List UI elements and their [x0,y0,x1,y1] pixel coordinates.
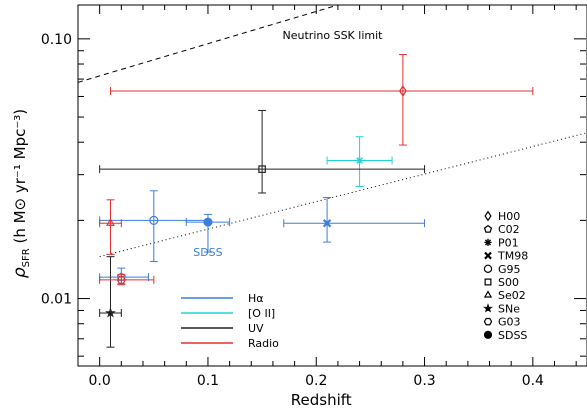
y-label-sub: SFR [21,248,32,267]
y-axis-label: ρSFR (h M⊙ yr⁻¹ Mpc⁻³) [10,109,32,278]
marker-hexagon [116,275,127,284]
marker-filled-circle [203,217,213,227]
marker-diamond [398,85,407,97]
marker-x-cross [322,219,332,228]
legend-symbol-hexagon [483,317,493,326]
legend-symbol-label: G03 [498,316,521,329]
legend-symbol-label: P01 [498,236,519,249]
legend-symbol-label: Se02 [498,289,526,302]
x-tick-label: 0.4 [522,373,544,389]
marker-circle [149,215,159,225]
legend-symbol-pentagon [483,224,493,233]
x-tick-label: 0.2 [305,373,327,389]
data-points [99,54,534,348]
legend-symbol-label: C02 [498,223,520,236]
y-label-main: ρ [10,267,30,278]
legend-symbol-square [484,278,492,286]
legend-symbol-star [483,303,493,313]
neutrino-ssk-limit-line [78,5,339,83]
x-tick-label: 0.0 [89,373,111,389]
legend-symbol-label: G95 [498,263,521,276]
legend-symbol-label: H00 [498,210,520,223]
y-tick-label: 0.10 [41,32,72,48]
legend-symbol-label: SDSS [498,329,527,342]
point-p01 [326,136,393,188]
x-axis-label: Redshift [291,391,352,409]
legend-symbol-circle [483,264,493,273]
x-tick-label: 0.3 [413,373,435,389]
y-label-units: (h M⊙ yr⁻¹ Mpc⁻³) [11,109,29,248]
point-s00 [99,109,426,194]
point-h00 [109,54,534,146]
legend-symbol-diamond [484,210,492,222]
legend-tracer-label: Radio [248,337,279,350]
point-se02 [99,199,122,255]
legend-symbol-filled-circle [483,330,493,339]
axes [77,4,587,367]
point-tm98 [283,196,426,243]
chart-text: 0.0 0.1 0.2 0.3 0.4 0.01 0.10 Redshift ρSFR (h M… [10,29,544,409]
annotation-neutrino-ssk-limit: Neutrino SSK limit [283,29,384,42]
legend-symbol-triangle [483,290,493,298]
annotation-sdss: SDSS [193,246,222,259]
legend-symbol-label: SNe [498,302,520,315]
point-g95 [99,190,209,262]
marker-square [258,165,266,173]
marker-star [105,307,116,318]
legend-symbol-label: S00 [498,276,519,289]
legend-symbol-asterisk [484,238,492,246]
y-tick-label: 0.01 [41,292,72,308]
legend-symbol-label: TM98 [497,250,528,263]
point-sne [99,256,122,348]
legend-tracer-label: UV [248,322,264,335]
point-sdss [185,213,231,253]
marker-triangle [105,218,115,226]
reference-lines [78,5,587,258]
legends: Hα [O II] UV Radio H00C02P01TM98G95S00Se02SN… [181,210,528,350]
legend-tracer-label: [O II] [248,307,275,320]
legend-symbol-x-cross [484,251,492,260]
x-tick-label: 0.1 [197,373,219,389]
marker-asterisk [355,156,364,165]
point-g03 [99,273,155,286]
plot-frame [77,4,587,367]
legend-tracer-label: Hα [248,292,264,305]
